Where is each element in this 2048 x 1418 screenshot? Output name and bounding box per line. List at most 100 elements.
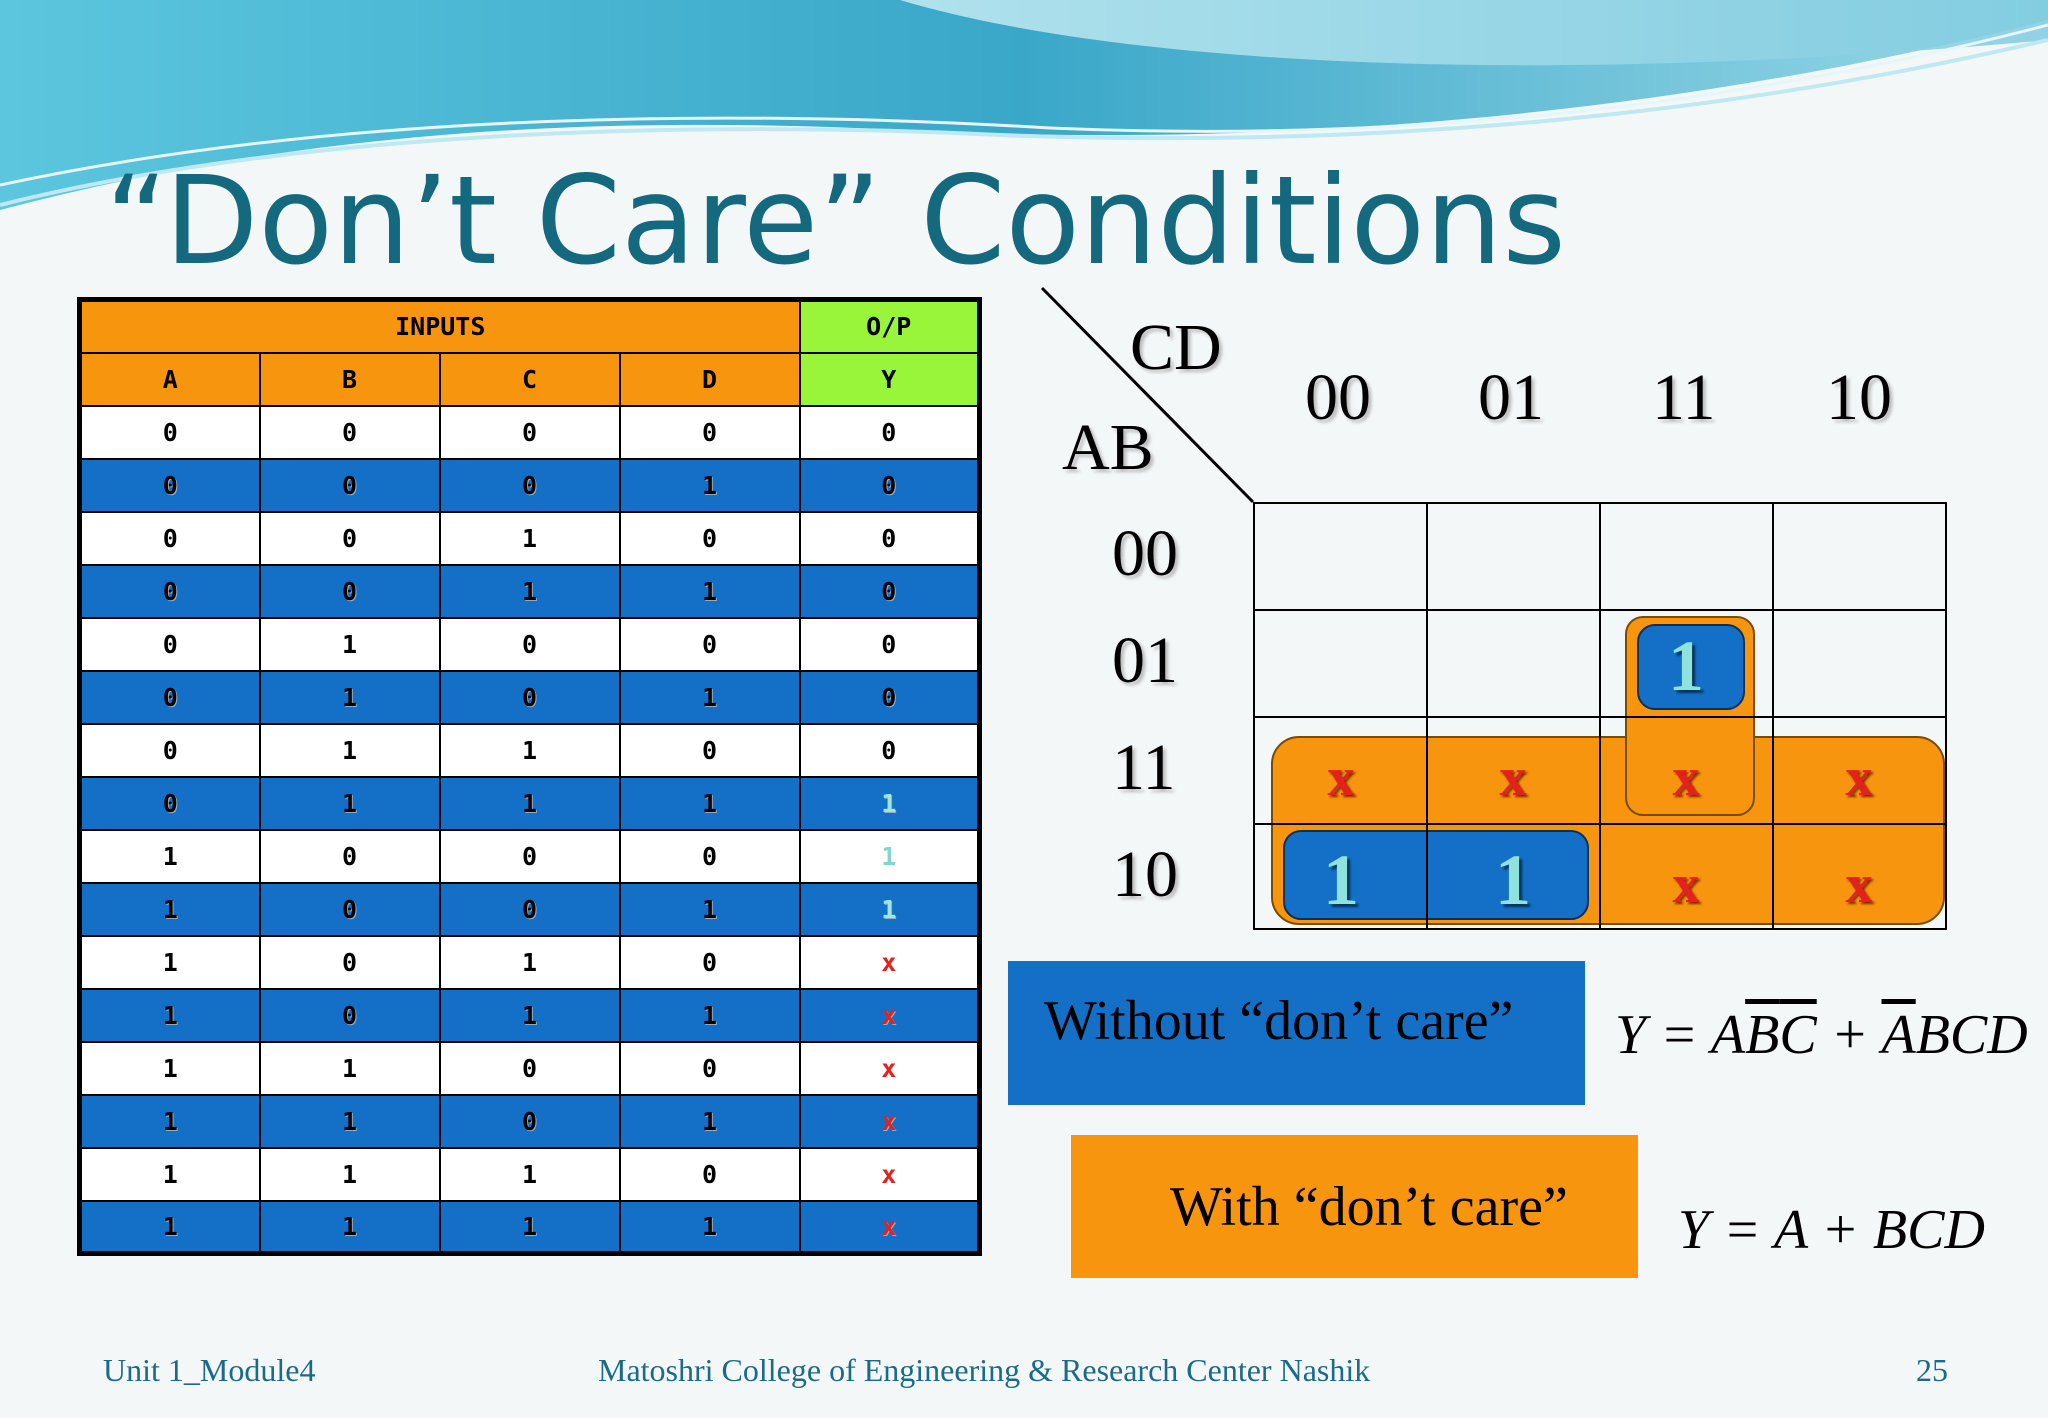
output-cell: x	[798, 987, 981, 1043]
kmap-corner-diagonal	[1040, 286, 1255, 504]
header-wave-decoration	[0, 0, 2048, 210]
input-cell: 1	[258, 775, 441, 831]
output-cell: 1	[798, 828, 981, 884]
output-cell: 0	[798, 457, 981, 513]
column-header-y: Y	[798, 351, 981, 407]
input-cell: 1	[618, 669, 801, 725]
group-ones-row10	[1283, 830, 1589, 920]
input-cell: 0	[438, 1093, 621, 1149]
kmap-cell-dont-care: x	[1499, 747, 1527, 807]
output-group-header: O/P	[798, 298, 981, 354]
input-cell: 1	[438, 934, 621, 990]
output-cell: 0	[798, 563, 981, 619]
input-cell: 1	[438, 1146, 621, 1202]
input-cell: 1	[258, 1146, 441, 1202]
input-cell: 0	[438, 616, 621, 672]
input-cell: 0	[438, 1040, 621, 1096]
input-cell: 0	[618, 934, 801, 990]
input-cell: 1	[258, 669, 441, 725]
output-cell: x	[798, 934, 981, 990]
kmap-cell-one: 1	[1668, 626, 1704, 706]
without-dont-care-box: Without “don’t care”	[1008, 961, 1585, 1105]
column-header-c: C	[438, 351, 621, 407]
input-cell: 1	[78, 828, 261, 884]
input-cell: 0	[618, 510, 801, 566]
input-cell: 0	[258, 563, 441, 619]
output-cell: 0	[798, 616, 981, 672]
column-header-b: B	[258, 351, 441, 407]
input-cell: 0	[78, 510, 261, 566]
input-cell: 0	[258, 510, 441, 566]
column-header-d: D	[618, 351, 801, 407]
input-cell: 0	[618, 1146, 801, 1202]
group-one-0111	[1637, 624, 1745, 710]
input-cell: 0	[438, 828, 621, 884]
slide-title: “Don’t Care” Conditions	[105, 150, 1566, 292]
output-cell: 0	[798, 722, 981, 778]
input-cell: 1	[78, 1199, 261, 1255]
output-cell: 0	[798, 404, 981, 460]
input-cell: 0	[78, 669, 261, 725]
input-cell: 1	[78, 1040, 261, 1096]
output-cell: 0	[798, 669, 981, 725]
footer-unit: Unit 1_Module4	[103, 1352, 316, 1388]
kmap-row-label-10: 10	[1112, 838, 1178, 911]
input-cell: 0	[258, 828, 441, 884]
footer-college: Matoshri College of Engineering & Resear…	[598, 1352, 1371, 1388]
input-cell: 0	[78, 563, 261, 619]
output-cell: x	[798, 1199, 981, 1255]
input-cell: 0	[618, 722, 801, 778]
input-cell: 0	[78, 775, 261, 831]
input-cell: 1	[438, 1199, 621, 1255]
input-cell: 0	[78, 616, 261, 672]
kmap-row-label-11: 11	[1112, 731, 1176, 804]
input-cell: 0	[78, 404, 261, 460]
input-cell: 1	[618, 987, 801, 1043]
input-cell: 1	[78, 1146, 261, 1202]
kmap-col-label-00: 00	[1305, 361, 1371, 434]
kmap-col-var-label: CD	[1130, 311, 1222, 384]
output-cell: x	[798, 1146, 981, 1202]
input-cell: 1	[438, 775, 621, 831]
input-cell: 0	[618, 404, 801, 460]
output-cell: 0	[798, 510, 981, 566]
input-cell: 1	[438, 563, 621, 619]
kmap-cell-dont-care: x	[1327, 747, 1355, 807]
input-cell: 0	[258, 987, 441, 1043]
output-cell: x	[798, 1093, 981, 1149]
input-cell: 1	[618, 881, 801, 937]
input-cell: 0	[78, 457, 261, 513]
without-dont-care-label: Without “don’t care”	[1044, 990, 1514, 1052]
with-dont-care-box: With “don’t care”	[1071, 1135, 1638, 1278]
input-cell: 0	[618, 828, 801, 884]
input-cell: 1	[438, 987, 621, 1043]
input-cell: 0	[78, 722, 261, 778]
kmap-cell-one: 1	[1323, 840, 1359, 920]
with-dont-care-label: With “don’t care”	[1170, 1176, 1568, 1238]
input-cell: 1	[618, 457, 801, 513]
input-cell: 0	[258, 934, 441, 990]
input-cell: 0	[618, 1040, 801, 1096]
kmap-cell-dont-care: x	[1672, 747, 1700, 807]
kmap-row-label-00: 00	[1112, 517, 1178, 590]
input-cell: 1	[258, 1199, 441, 1255]
input-cell: 1	[78, 881, 261, 937]
output-cell: 1	[798, 775, 981, 831]
input-cell: 1	[438, 722, 621, 778]
input-cell: 0	[438, 881, 621, 937]
output-cell: x	[798, 1040, 981, 1096]
